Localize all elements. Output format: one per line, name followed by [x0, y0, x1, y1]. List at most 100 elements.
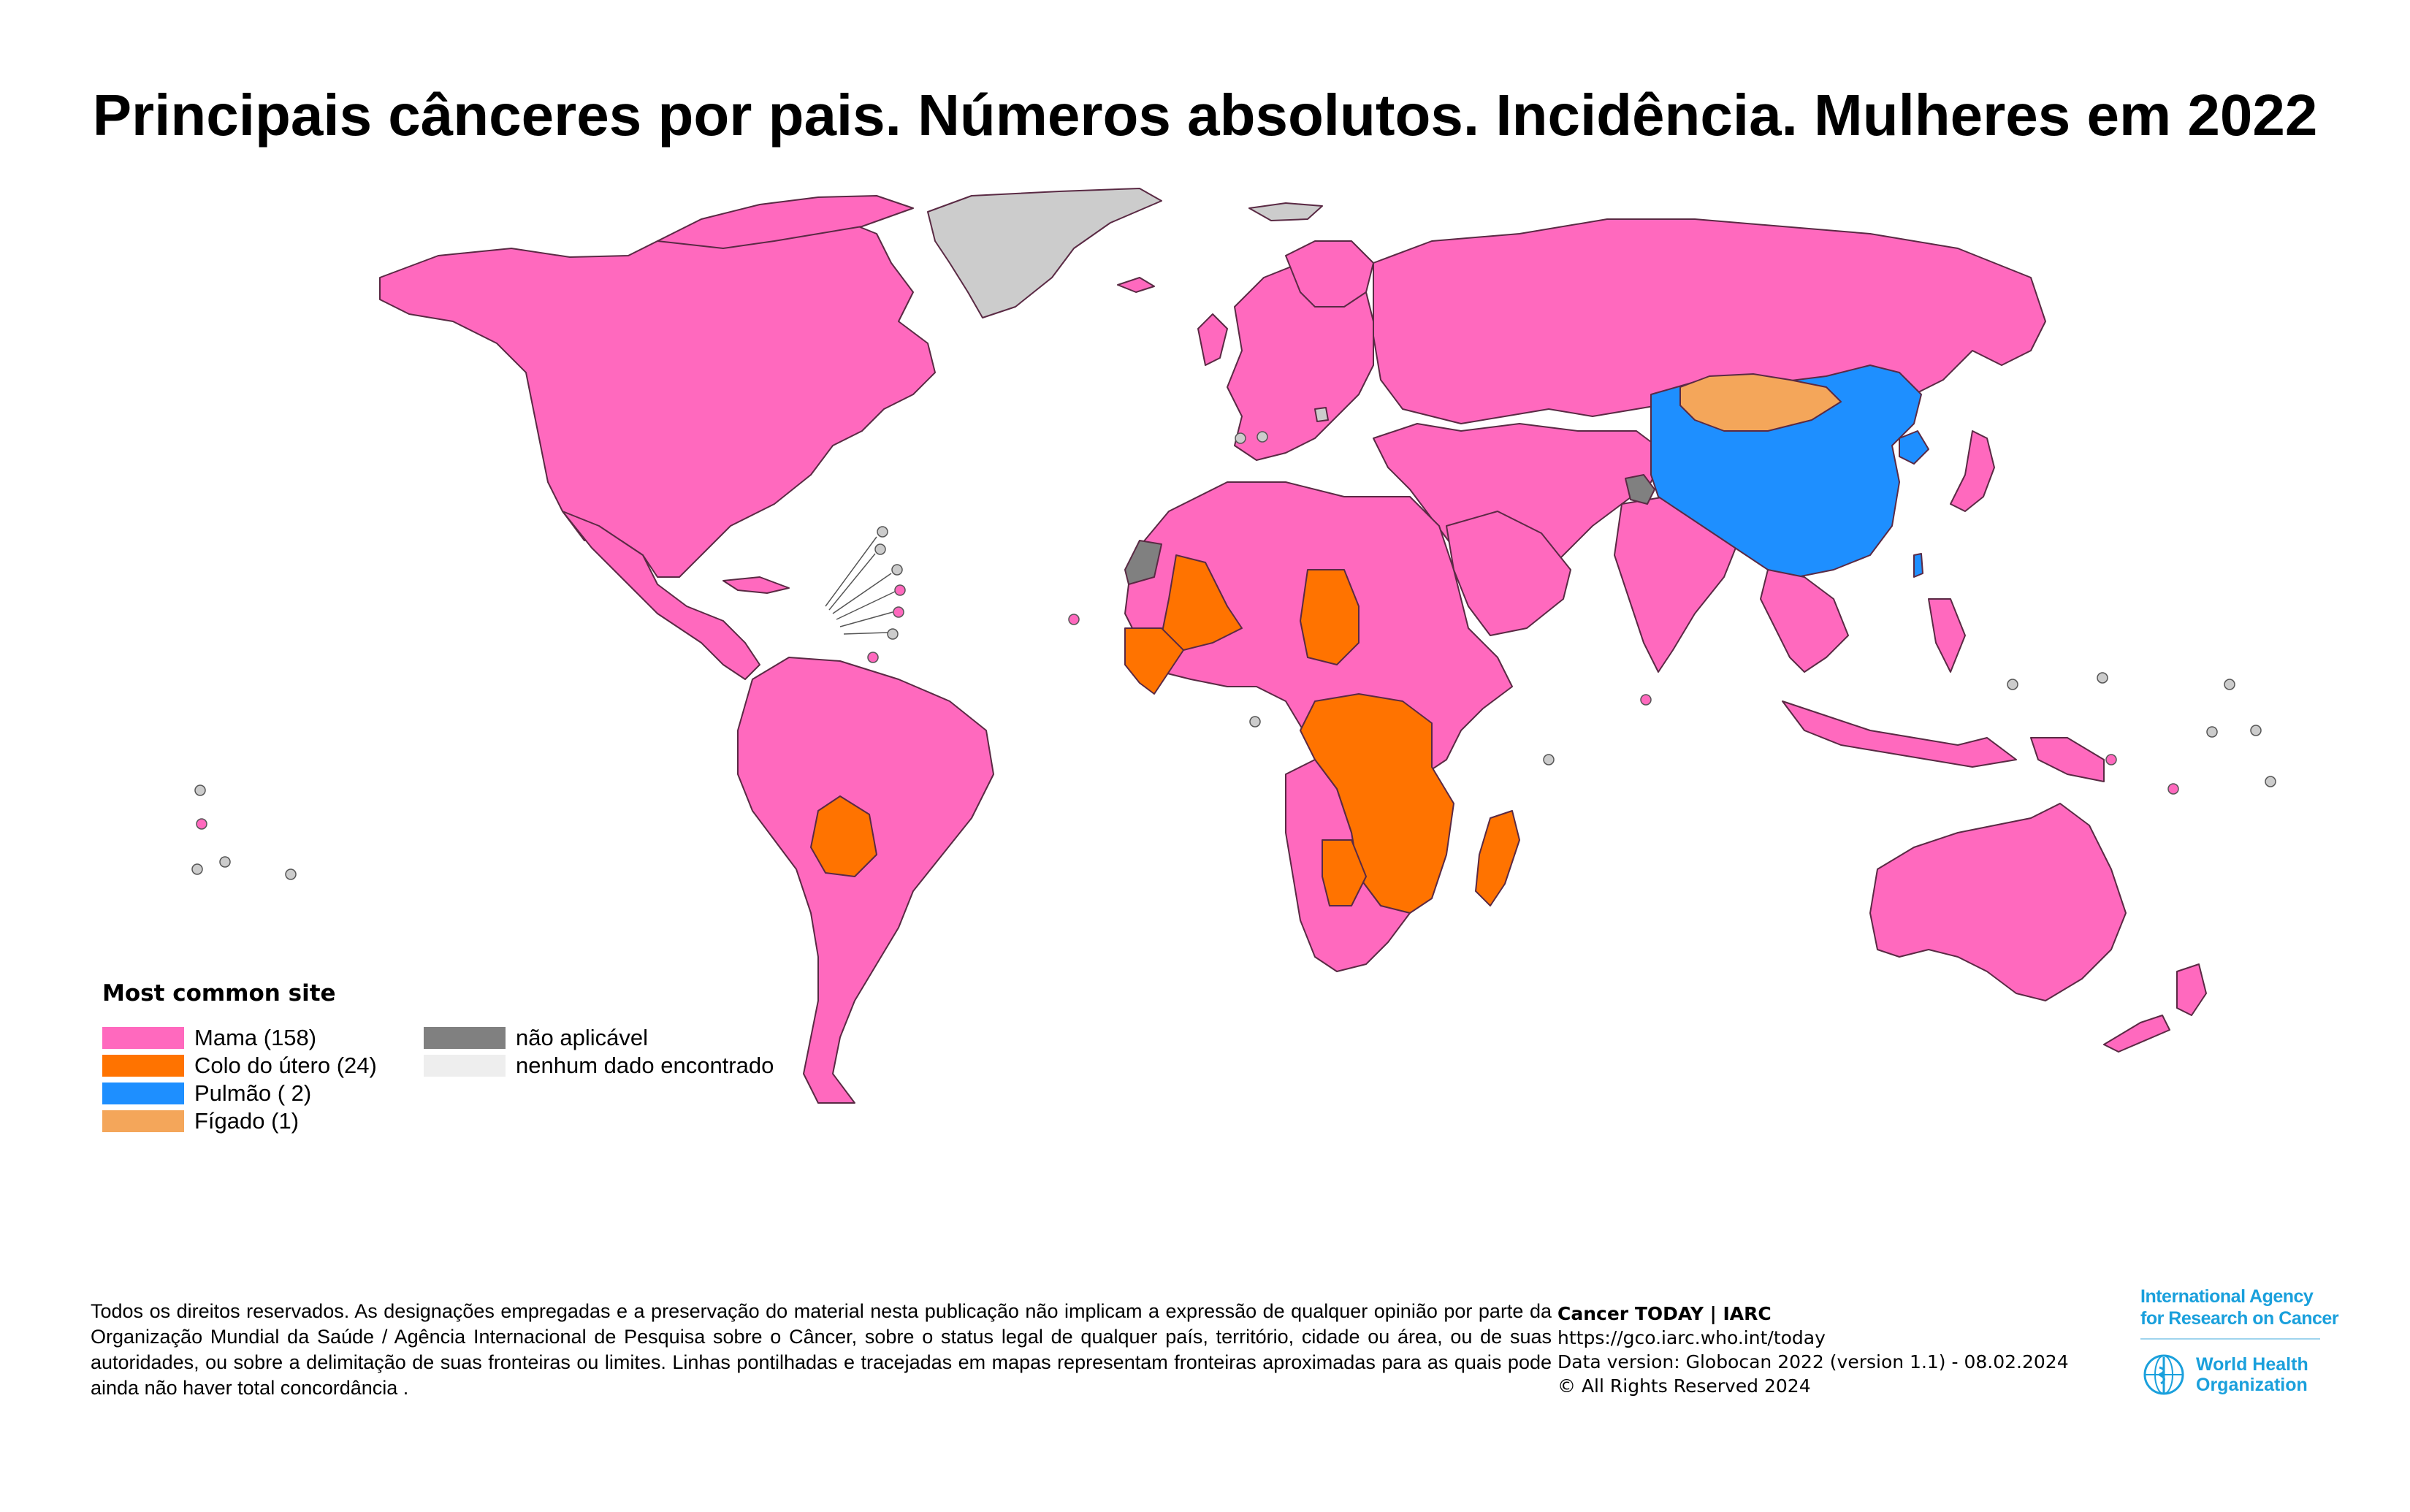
island-marker[interactable] [1640, 694, 1652, 706]
mongolia[interactable] [1679, 373, 1842, 432]
taiwan[interactable] [1913, 553, 1923, 578]
papua-new-guinea[interactable] [2030, 737, 2105, 782]
island-marker[interactable] [219, 856, 231, 868]
southern-africa-cervix[interactable] [1322, 839, 1367, 906]
who-text: World Health Organization [2196, 1354, 2308, 1395]
leader-line [836, 591, 896, 620]
logo-divider [2140, 1338, 2320, 1340]
iarc-logo-line2: for Research on Cancer [2140, 1308, 2339, 1329]
map-title: Principais cânceres por pais. Números ab… [92, 83, 2318, 148]
mexico-central-america[interactable] [562, 511, 760, 680]
legend-item-colo-do-utero: Colo do útero (24) [102, 1052, 377, 1080]
leader-line [839, 611, 893, 627]
indonesia[interactable] [1782, 700, 2017, 768]
iceland[interactable] [1117, 277, 1155, 293]
new-zealand[interactable] [2176, 963, 2207, 1016]
bolivia[interactable] [810, 795, 877, 877]
island-marker[interactable] [285, 868, 297, 880]
arctic-islands[interactable] [657, 195, 914, 249]
island-marker[interactable] [893, 606, 904, 618]
island-marker[interactable] [874, 543, 886, 555]
legend: Most common site Mama (158) Colo do úter… [102, 980, 774, 1135]
west-africa-cervix[interactable] [1124, 627, 1184, 695]
island-marker[interactable] [2224, 679, 2235, 690]
svalbard[interactable] [1248, 202, 1323, 221]
leader-line [832, 573, 892, 614]
island-marker[interactable] [194, 784, 206, 796]
legend-label: não aplicável [516, 1025, 648, 1050]
greenland[interactable] [927, 188, 1162, 318]
island-marker[interactable] [2007, 679, 2018, 690]
legend-item-nenhum-dado: nenhum dado encontrado [424, 1052, 774, 1080]
disclaimer-text: Todos os direitos reservados. As designa… [91, 1300, 1552, 1399]
island-marker[interactable] [877, 526, 888, 538]
source-title: Cancer TODAY | IARC [1557, 1303, 1772, 1324]
island-marker[interactable] [2167, 783, 2179, 795]
logos: International Agency for Research on Can… [2140, 1286, 2360, 1398]
kosovo[interactable] [1314, 407, 1329, 422]
source-url[interactable]: https://gco.iarc.who.int/today [1557, 1327, 1826, 1348]
legend-item-figado: Fígado (1) [102, 1107, 377, 1135]
iarc-logo-line1: International Agency [2140, 1286, 2314, 1307]
legend-label: Mama (158) [194, 1025, 317, 1050]
leader-line [843, 632, 888, 635]
madagascar[interactable] [1475, 810, 1520, 906]
island-marker[interactable] [887, 628, 899, 640]
legend-label: nenhum dado encontrado [516, 1053, 774, 1078]
mali[interactable] [1161, 554, 1243, 651]
who-logo-line1: World Health [2196, 1354, 2308, 1375]
legend-swatch [424, 1027, 506, 1049]
island-marker[interactable] [191, 863, 203, 875]
island-marker[interactable] [1068, 614, 1080, 625]
legend-item-mama: Mama (158) [102, 1024, 377, 1052]
copyright: © All Rights Reserved 2024 [1557, 1375, 1811, 1397]
legend-label: Pulmão ( 2) [194, 1080, 312, 1106]
data-version: Data version: Globocan 2022 (version 1.1… [1557, 1351, 2069, 1372]
legend-swatch [102, 1055, 184, 1077]
australia[interactable] [1869, 803, 2127, 1001]
legend-title: Most common site [102, 980, 336, 1007]
japan[interactable] [1950, 430, 1995, 512]
legend-swatch [102, 1027, 184, 1049]
leader-line [825, 536, 877, 607]
iarc-logo: International Agency for Research on Can… [2140, 1286, 2360, 1329]
who-logo: World Health Organization [2140, 1351, 2360, 1398]
legend-swatch [424, 1055, 506, 1077]
new-zealand-south[interactable] [2103, 1015, 2170, 1053]
scandinavia[interactable] [1285, 240, 1374, 308]
island-marker[interactable] [2097, 672, 2108, 684]
cuba[interactable] [722, 576, 790, 594]
who-logo-line2: Organization [2196, 1375, 2308, 1395]
who-emblem-icon [2143, 1354, 2184, 1395]
legend-swatch [102, 1110, 184, 1132]
island-marker[interactable] [2250, 725, 2262, 736]
legend-item-nao-aplicavel: não aplicável [424, 1024, 774, 1052]
chad[interactable] [1300, 569, 1360, 665]
north-america[interactable] [379, 215, 936, 578]
south-america[interactable] [737, 657, 994, 1104]
legend-label: Fígado (1) [194, 1108, 300, 1134]
southeast-asia[interactable] [1760, 569, 1849, 673]
island-marker[interactable] [867, 652, 879, 663]
united-kingdom[interactable] [1197, 313, 1228, 366]
island-marker[interactable] [1543, 754, 1555, 765]
leader-line [828, 553, 876, 611]
island-marker[interactable] [2265, 776, 2276, 787]
island-marker[interactable] [1235, 432, 1246, 444]
island-marker[interactable] [891, 564, 903, 576]
source-block: Cancer TODAY | IARC https://gco.iarc.who… [1557, 1302, 2069, 1398]
island-marker[interactable] [2105, 754, 2117, 765]
island-marker[interactable] [2206, 726, 2218, 738]
legend-item-pulmao: Pulmão ( 2) [102, 1080, 377, 1107]
arabian-peninsula[interactable] [1446, 511, 1571, 636]
island-marker[interactable] [1257, 431, 1268, 443]
legend-label: Colo do útero (24) [194, 1053, 377, 1078]
island-marker[interactable] [894, 584, 906, 596]
kashmir[interactable] [1625, 474, 1655, 505]
philippines[interactable] [1928, 598, 1966, 673]
island-marker[interactable] [1249, 716, 1261, 728]
island-marker[interactable] [196, 818, 207, 830]
north-korea[interactable] [1899, 430, 1929, 465]
western-sahara[interactable] [1124, 540, 1162, 585]
